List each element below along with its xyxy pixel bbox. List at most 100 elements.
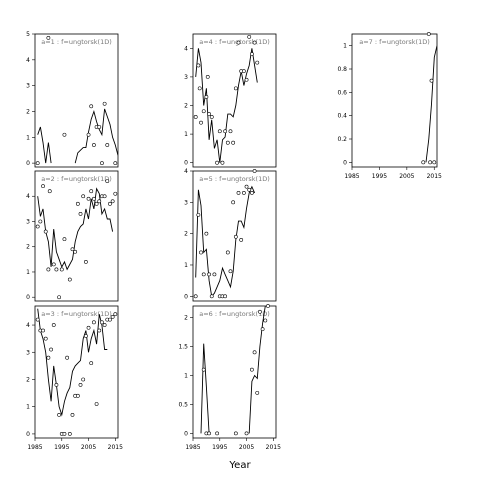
x-tick-label: 1985: [344, 173, 359, 180]
y-tick-label: 0: [26, 160, 30, 167]
data-point: [62, 237, 67, 242]
x-axis-label: Year: [229, 460, 251, 471]
x-tick-label: 2015: [427, 173, 442, 180]
data-point: [223, 294, 228, 299]
data-point: [108, 201, 112, 206]
data-point: [83, 334, 88, 338]
y-tick-label: 2: [184, 231, 188, 238]
data-point: [97, 125, 102, 129]
y-tick-label: 4: [26, 57, 30, 64]
data-point: [223, 129, 228, 134]
data-point: [57, 295, 61, 300]
panel-6: a=6 : f=ungtorsk(1D) 0 0.5 1 1.5 2 1985 1995 200…: [178, 304, 281, 451]
x-tick-label: 2015: [266, 444, 281, 451]
data-point: [35, 161, 40, 166]
data-point: [46, 267, 51, 272]
data-point: [231, 140, 236, 145]
y-tick-label: 3: [26, 349, 30, 356]
data-point: [100, 320, 104, 325]
data-point: [70, 412, 75, 417]
y-tick-label: 0.8: [337, 66, 347, 73]
y-tick-label: 2: [26, 376, 30, 383]
x-tick-label: 2005: [399, 173, 414, 180]
panel-frame: [192, 170, 277, 302]
panel-title: a=1 : f=ungtorsk(1D): [41, 38, 112, 46]
data-point: [62, 132, 67, 137]
data-point: [46, 355, 51, 360]
data-point: [43, 229, 48, 234]
y-tick-label: 1: [343, 43, 347, 50]
data-point: [236, 191, 241, 195]
y-tick-label: 1: [184, 131, 188, 138]
y-tick-label: 4: [184, 168, 188, 175]
data-point: [102, 101, 107, 106]
data-point: [86, 132, 91, 137]
data-point: [105, 143, 110, 147]
data-point: [207, 431, 211, 436]
data-point: [197, 86, 202, 91]
y-tick-label: 3: [26, 83, 30, 90]
data-point: [205, 75, 210, 79]
data-point: [49, 347, 53, 352]
panel-title: a=3 : f=ungtorsk(1D): [41, 310, 112, 318]
data-point: [209, 115, 214, 119]
y-tick-label: 2: [26, 108, 30, 115]
y-tick-label: 0.2: [337, 136, 347, 143]
data-point: [47, 189, 52, 194]
y-tick-label: 1: [26, 404, 30, 411]
y-tick-label: 0: [343, 159, 347, 166]
data-point: [207, 272, 211, 277]
data-point: [78, 383, 83, 387]
x-tick-label: 1985: [27, 444, 42, 451]
data-point: [432, 160, 437, 165]
data-point: [92, 143, 96, 147]
data-point: [196, 63, 201, 68]
panel-2: a=2 : f=ungtorsk(1D) 0 1 2 3 4: [26, 170, 119, 302]
y-tick-label: 4: [184, 45, 188, 52]
data-point: [250, 367, 254, 372]
data-point: [207, 112, 211, 116]
data-point: [225, 250, 230, 255]
y-tick-label: 0: [26, 294, 30, 301]
data-point: [41, 328, 45, 333]
data-point: [252, 40, 257, 45]
data-point: [209, 294, 214, 299]
y-tick-label: 3: [184, 74, 188, 81]
data-point: [247, 187, 252, 192]
data-point: [244, 77, 249, 82]
y-tick-label: 2: [184, 315, 188, 322]
y-tick-label: 0: [184, 160, 188, 167]
data-point: [239, 238, 244, 242]
data-point: [94, 402, 99, 406]
panel-title: a=5 : f=ungtorsk(1D): [199, 175, 270, 183]
panel-frame: [192, 305, 277, 439]
data-point: [113, 191, 118, 196]
panel-frame: [34, 170, 119, 302]
data-point: [217, 129, 222, 134]
data-point: [51, 323, 56, 327]
data-point: [225, 140, 230, 145]
panel-frame: [192, 33, 277, 168]
data-point: [35, 317, 40, 322]
y-tick-label: 0.5: [178, 401, 188, 408]
data-point: [255, 60, 260, 65]
data-point: [97, 199, 102, 204]
y-tick-label: 0: [26, 431, 30, 438]
panel-title: a=7 : f=ungtorsk(1D): [359, 38, 430, 46]
data-point: [86, 325, 91, 330]
data-point: [57, 412, 61, 417]
data-point: [108, 317, 112, 322]
panel-5: a=5 : f=ungtorsk(1D) 0 1 2 3 4: [184, 168, 277, 302]
data-point: [215, 160, 219, 165]
data-point: [105, 179, 110, 183]
data-point: [86, 196, 91, 201]
data-point: [89, 104, 94, 109]
fit-line: [425, 45, 437, 163]
x-tick-label: 1995: [372, 173, 387, 180]
data-point: [59, 267, 64, 272]
y-tick-label: 2: [184, 103, 188, 110]
y-tick-label: 4: [26, 322, 30, 329]
y-tick-label: 1: [26, 134, 30, 141]
panel-3: a=3 : f=ungtorsk(1D) 0 1 2 3 4 1985 1995 2005 201…: [26, 305, 123, 451]
data-point: [65, 355, 70, 360]
